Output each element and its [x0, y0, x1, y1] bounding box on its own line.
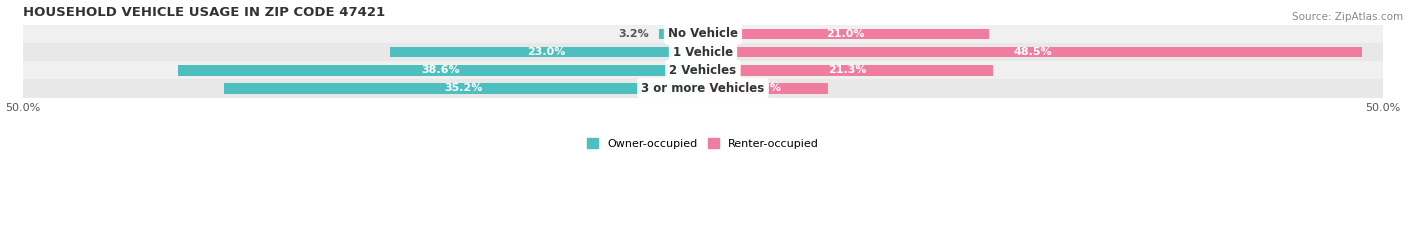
- Text: 21.0%: 21.0%: [827, 29, 865, 39]
- Bar: [22, 43, 1384, 61]
- Bar: [22, 25, 1384, 43]
- Text: 9.2%: 9.2%: [749, 83, 782, 93]
- Bar: [703, 65, 993, 75]
- Bar: [659, 29, 703, 39]
- Text: No Vehicle: No Vehicle: [668, 27, 738, 40]
- Bar: [703, 29, 988, 39]
- Bar: [703, 47, 1362, 57]
- Bar: [22, 61, 1384, 79]
- Bar: [225, 83, 703, 94]
- Legend: Owner-occupied, Renter-occupied: Owner-occupied, Renter-occupied: [586, 138, 820, 149]
- Text: 48.5%: 48.5%: [1014, 47, 1052, 57]
- Text: 2 Vehicles: 2 Vehicles: [669, 64, 737, 77]
- Bar: [703, 83, 828, 94]
- Text: 35.2%: 35.2%: [444, 83, 482, 93]
- Bar: [22, 79, 1384, 98]
- Text: 23.0%: 23.0%: [527, 47, 565, 57]
- Text: 1 Vehicle: 1 Vehicle: [673, 46, 733, 58]
- Bar: [179, 65, 703, 75]
- Text: HOUSEHOLD VEHICLE USAGE IN ZIP CODE 47421: HOUSEHOLD VEHICLE USAGE IN ZIP CODE 4742…: [22, 6, 385, 19]
- Text: 21.3%: 21.3%: [828, 65, 868, 75]
- Text: 3.2%: 3.2%: [617, 29, 648, 39]
- Text: 3 or more Vehicles: 3 or more Vehicles: [641, 82, 765, 95]
- Text: 38.6%: 38.6%: [422, 65, 460, 75]
- Bar: [391, 47, 703, 57]
- Text: Source: ZipAtlas.com: Source: ZipAtlas.com: [1292, 12, 1403, 22]
